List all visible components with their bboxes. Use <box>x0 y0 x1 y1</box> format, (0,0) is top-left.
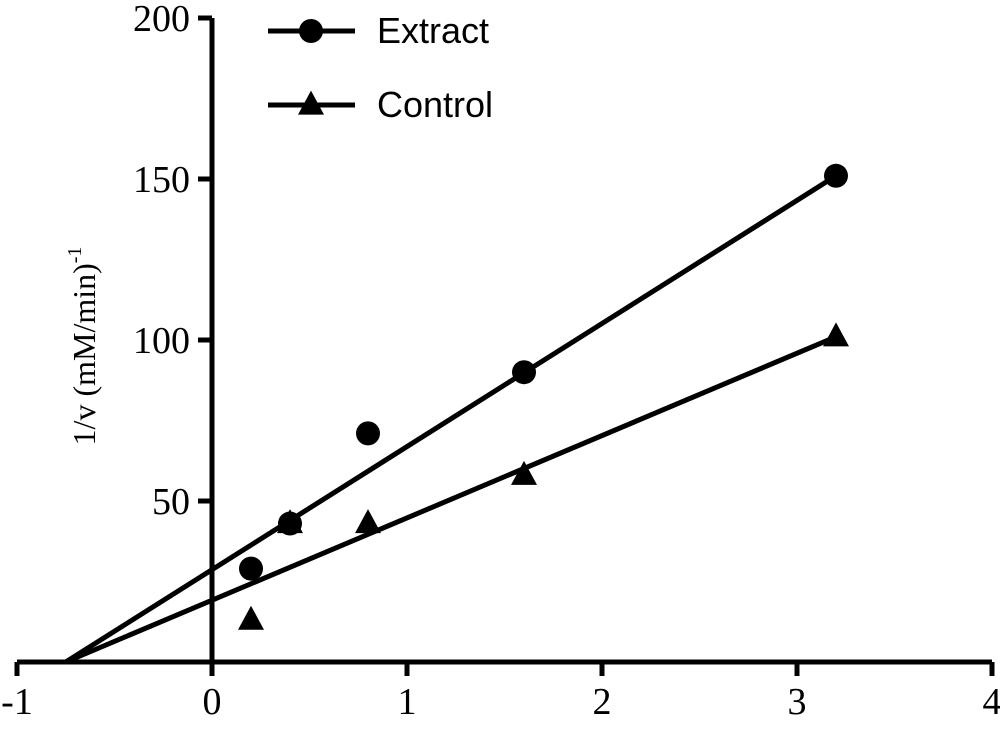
x-tick-label: -1 <box>1 681 33 723</box>
point-control <box>277 509 303 534</box>
point-extract <box>356 421 380 446</box>
fit-line-control <box>64 334 837 665</box>
y-tick-label: 200 <box>133 0 190 40</box>
fit-lines <box>64 173 838 665</box>
legend-marker-control <box>298 90 324 115</box>
point-extract <box>824 163 848 188</box>
point-extract <box>239 556 263 581</box>
x-tick-label: 2 <box>593 681 612 723</box>
data-points <box>238 163 849 630</box>
legend-marker-extract <box>299 19 323 43</box>
y-tick-label: 150 <box>133 159 190 201</box>
legend-label-control: Control <box>377 84 493 125</box>
x-tick-label: 4 <box>983 681 1000 723</box>
point-control <box>238 605 264 630</box>
point-control <box>355 509 381 534</box>
x-tick-label: 3 <box>788 681 807 723</box>
point-extract <box>512 360 536 385</box>
point-control <box>511 460 537 485</box>
point-control <box>823 322 849 347</box>
y-axis-label-text: 1/v (mM/min)-1 <box>64 247 102 446</box>
legend: Extract Control <box>268 10 493 125</box>
legend-label-extract: Extract <box>377 10 489 51</box>
x-tick-label: 1 <box>398 681 417 723</box>
y-tick-label: 100 <box>133 320 190 362</box>
y-tick-label: 50 <box>152 481 190 523</box>
x-tick-label: 0 <box>203 681 222 723</box>
y-axis-label: 1/v (mM/min)-1 <box>64 247 102 446</box>
fit-line-extract <box>64 173 838 665</box>
